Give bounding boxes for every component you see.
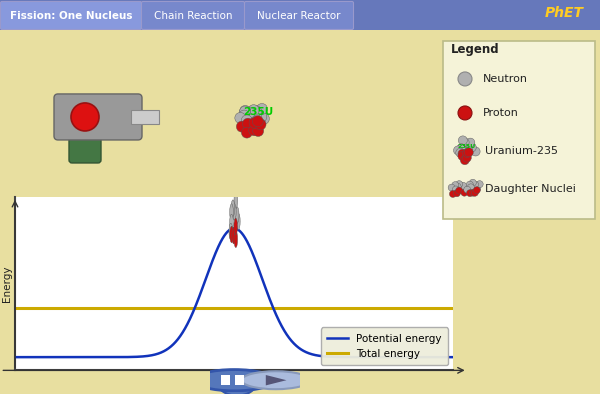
Circle shape bbox=[255, 119, 266, 130]
Circle shape bbox=[233, 204, 236, 220]
Text: Proton: Proton bbox=[483, 108, 519, 118]
Text: Daughter Nuclei: Daughter Nuclei bbox=[485, 184, 576, 194]
Circle shape bbox=[471, 147, 480, 156]
Circle shape bbox=[458, 149, 467, 158]
Circle shape bbox=[236, 213, 240, 230]
Circle shape bbox=[464, 148, 473, 157]
Legend: Potential energy, Total energy: Potential energy, Total energy bbox=[320, 327, 448, 365]
Text: 235U: 235U bbox=[457, 145, 475, 149]
Circle shape bbox=[194, 370, 275, 391]
Circle shape bbox=[242, 118, 253, 129]
Y-axis label: U235 Nucleus
Energy: U235 Nucleus Energy bbox=[0, 247, 12, 320]
Circle shape bbox=[449, 190, 457, 197]
FancyBboxPatch shape bbox=[1, 2, 142, 30]
Circle shape bbox=[470, 189, 476, 196]
Circle shape bbox=[463, 153, 472, 162]
Text: Legend: Legend bbox=[451, 43, 500, 56]
FancyBboxPatch shape bbox=[54, 94, 142, 140]
Text: 235U: 235U bbox=[243, 107, 273, 117]
Circle shape bbox=[234, 192, 238, 208]
Circle shape bbox=[457, 144, 466, 153]
Circle shape bbox=[259, 113, 269, 124]
Circle shape bbox=[241, 371, 310, 389]
Circle shape bbox=[467, 143, 476, 152]
Circle shape bbox=[236, 121, 247, 132]
Circle shape bbox=[230, 204, 233, 220]
Circle shape bbox=[464, 144, 473, 153]
Text: Neutron: Neutron bbox=[483, 74, 528, 84]
Circle shape bbox=[452, 186, 460, 193]
Circle shape bbox=[469, 179, 476, 186]
Circle shape bbox=[239, 106, 251, 117]
Circle shape bbox=[244, 107, 255, 118]
Circle shape bbox=[458, 106, 472, 120]
Circle shape bbox=[241, 115, 252, 126]
Circle shape bbox=[256, 104, 268, 115]
Text: PhET: PhET bbox=[545, 6, 583, 20]
Circle shape bbox=[235, 207, 239, 223]
FancyBboxPatch shape bbox=[443, 41, 595, 219]
FancyBboxPatch shape bbox=[245, 2, 353, 30]
Text: Uranium-235: Uranium-235 bbox=[485, 146, 558, 156]
Circle shape bbox=[466, 181, 473, 188]
Circle shape bbox=[229, 223, 233, 240]
Circle shape bbox=[461, 189, 468, 196]
Circle shape bbox=[456, 148, 465, 157]
Circle shape bbox=[248, 105, 259, 116]
Circle shape bbox=[239, 110, 250, 121]
Circle shape bbox=[457, 144, 466, 153]
Circle shape bbox=[251, 109, 262, 120]
Circle shape bbox=[466, 138, 475, 147]
Circle shape bbox=[460, 182, 467, 190]
Text: Nuclear Reactor: Nuclear Reactor bbox=[257, 11, 341, 21]
Circle shape bbox=[454, 190, 460, 197]
FancyBboxPatch shape bbox=[131, 110, 159, 124]
Circle shape bbox=[476, 181, 483, 188]
Circle shape bbox=[455, 181, 463, 188]
Circle shape bbox=[253, 116, 263, 127]
Circle shape bbox=[231, 200, 235, 216]
Circle shape bbox=[472, 189, 478, 196]
Circle shape bbox=[234, 218, 238, 235]
Circle shape bbox=[463, 149, 472, 158]
Circle shape bbox=[473, 185, 481, 192]
Circle shape bbox=[467, 184, 475, 191]
Circle shape bbox=[232, 227, 236, 244]
Circle shape bbox=[472, 181, 479, 188]
Circle shape bbox=[230, 226, 233, 243]
Circle shape bbox=[460, 138, 469, 147]
Circle shape bbox=[466, 190, 473, 197]
Circle shape bbox=[458, 136, 467, 145]
Circle shape bbox=[230, 214, 233, 231]
Bar bbox=[235, 375, 244, 385]
Circle shape bbox=[448, 184, 455, 191]
Circle shape bbox=[240, 106, 251, 116]
Circle shape bbox=[460, 156, 469, 165]
Circle shape bbox=[458, 72, 472, 86]
FancyBboxPatch shape bbox=[69, 127, 101, 163]
Circle shape bbox=[464, 186, 471, 193]
Circle shape bbox=[253, 125, 263, 136]
Circle shape bbox=[235, 112, 246, 123]
Circle shape bbox=[455, 187, 463, 194]
Circle shape bbox=[461, 186, 468, 193]
Circle shape bbox=[251, 106, 262, 117]
Circle shape bbox=[234, 231, 238, 247]
Circle shape bbox=[454, 183, 461, 190]
Polygon shape bbox=[266, 375, 287, 385]
Text: Chain Reaction: Chain Reaction bbox=[154, 11, 232, 21]
Circle shape bbox=[248, 125, 260, 136]
Circle shape bbox=[256, 111, 267, 122]
Circle shape bbox=[458, 152, 467, 160]
Circle shape bbox=[454, 146, 463, 155]
FancyBboxPatch shape bbox=[142, 2, 245, 30]
FancyBboxPatch shape bbox=[56, 104, 76, 126]
Bar bbox=[221, 375, 230, 385]
Circle shape bbox=[71, 103, 99, 131]
Circle shape bbox=[473, 187, 481, 193]
Circle shape bbox=[249, 117, 260, 128]
Text: Fission: One Nucleus: Fission: One Nucleus bbox=[10, 11, 132, 21]
Circle shape bbox=[241, 127, 253, 138]
Circle shape bbox=[452, 182, 459, 189]
